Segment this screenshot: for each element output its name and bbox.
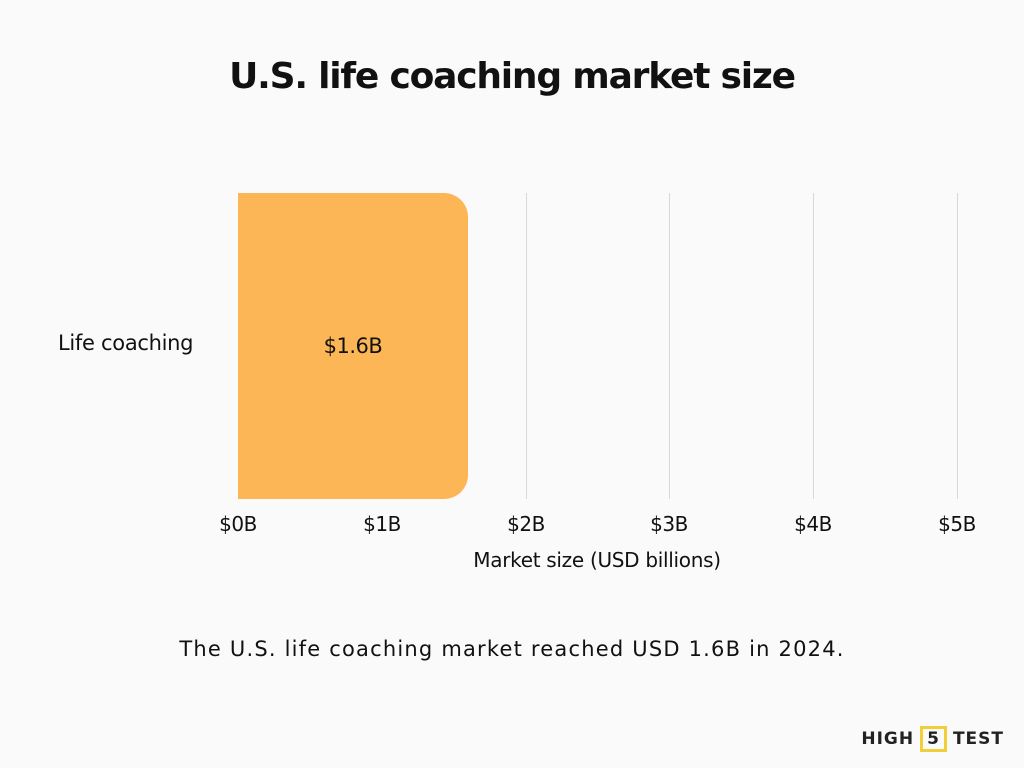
gridline [957,193,958,499]
x-tick-label: $0B [219,512,257,536]
gridline [669,193,670,499]
logo-text-right: TEST [952,729,1004,749]
x-tick-label: $1B [363,512,401,536]
x-tick-label: $5B [938,512,976,536]
x-tick-label: $4B [794,512,832,536]
x-tick-label: $2B [507,512,545,536]
brand-logo: HIGH 5 TEST [861,726,1004,752]
x-axis-label: Market size (USD billions) [473,548,721,572]
gridline [813,193,814,499]
x-tick-label: $3B [650,512,688,536]
bar-value-label: $1.6B [323,334,383,358]
category-label: Life coaching [58,331,194,355]
chart-caption: The U.S. life coaching market reached US… [179,637,845,661]
bar-life-coaching [238,193,468,499]
logo-text-left: HIGH [861,729,915,749]
logo-box: 5 [920,726,947,752]
gridline [526,193,527,499]
chart-title: U.S. life coaching market size [229,56,796,97]
